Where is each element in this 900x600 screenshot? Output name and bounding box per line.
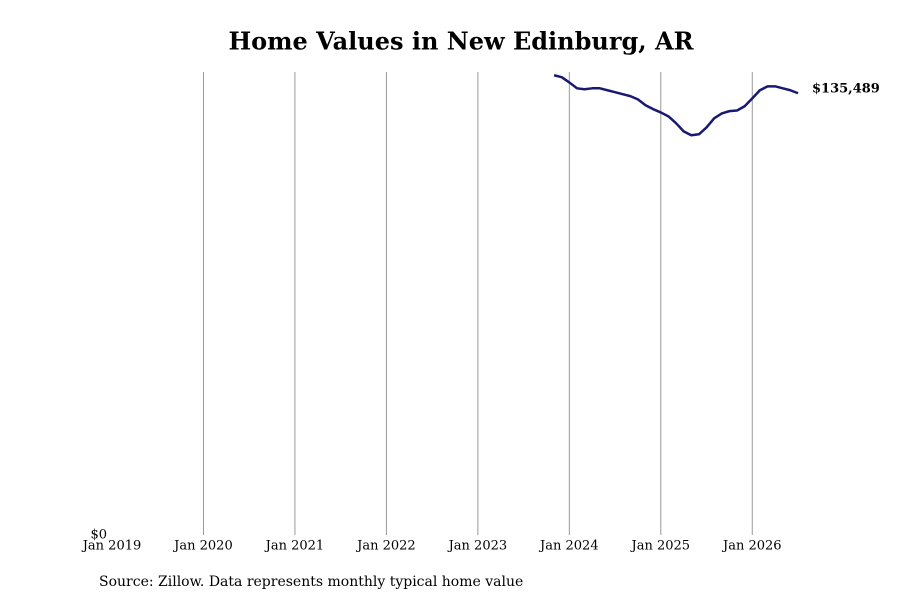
x-tick-label: Jan 2019	[81, 539, 142, 554]
x-tick-label: Jan 2026	[721, 539, 782, 554]
x-tick-label: Jan 2025	[630, 539, 691, 554]
x-tick-label: Jan 2022	[355, 539, 416, 554]
x-tick-label: Jan 2023	[447, 539, 508, 554]
source-note: Source: Zillow. Data represents monthly …	[99, 574, 523, 590]
line-series	[553, 74, 799, 137]
x-tick-label: Jan 2020	[172, 539, 233, 554]
x-tick-label: Jan 2021	[264, 539, 325, 554]
chart-title: Home Values in New Edinburg, AR	[228, 27, 694, 56]
y-tick-label: $0	[90, 528, 107, 543]
end-value-label: $135,489	[812, 82, 880, 97]
x-tick-label: Jan 2024	[538, 539, 599, 554]
